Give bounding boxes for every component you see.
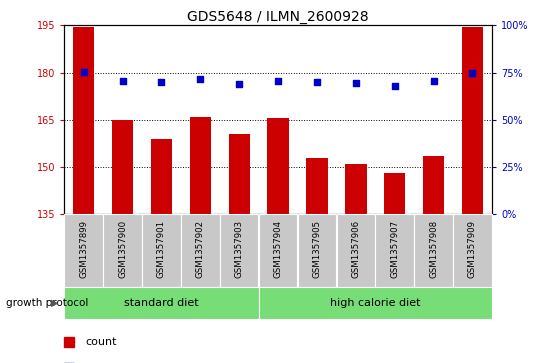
Bar [151,139,172,214]
Text: GSM1357902: GSM1357902 [196,220,205,278]
Bar [267,118,289,214]
Bar [384,173,405,214]
Bar [259,287,492,319]
Text: growth protocol: growth protocol [6,298,88,308]
Point [429,78,438,84]
Bar [64,214,103,287]
Text: standard diet: standard diet [124,298,199,308]
Bar [229,134,250,214]
Text: GSM1357907: GSM1357907 [390,220,399,278]
Point [196,76,205,82]
Bar [259,214,297,287]
Bar [181,214,220,287]
Text: GSM1357899: GSM1357899 [79,220,88,278]
Point [157,79,166,85]
Text: GSM1357900: GSM1357900 [118,220,127,278]
Bar [337,214,375,287]
Bar [73,27,94,214]
Bar [306,158,328,214]
Text: GSM1357903: GSM1357903 [235,220,244,278]
Bar [423,156,444,214]
Text: GSM1357904: GSM1357904 [273,220,283,278]
Bar [376,214,414,287]
Point [352,80,361,86]
Bar [462,27,483,214]
Point [468,70,477,76]
Text: count: count [86,337,117,347]
Point [312,79,321,85]
Point [273,78,282,84]
Bar [112,120,133,214]
Bar [64,287,259,319]
Bar [190,117,211,214]
Title: GDS5648 / ILMN_2600928: GDS5648 / ILMN_2600928 [187,11,369,24]
Text: GSM1357909: GSM1357909 [468,220,477,278]
Text: GSM1357901: GSM1357901 [157,220,166,278]
Text: high calorie diet: high calorie diet [330,298,420,308]
Bar [453,214,492,287]
Point [235,81,244,87]
Text: GSM1357908: GSM1357908 [429,220,438,278]
Bar [298,214,336,287]
Bar [414,214,453,287]
Bar [345,164,367,214]
Point [79,69,88,74]
Point [118,78,127,84]
Point [390,83,399,89]
Text: ▶: ▶ [51,298,59,308]
Bar [142,214,181,287]
Bar [103,214,142,287]
Text: GSM1357905: GSM1357905 [312,220,321,278]
Text: GSM1357906: GSM1357906 [352,220,361,278]
Bar [220,214,258,287]
